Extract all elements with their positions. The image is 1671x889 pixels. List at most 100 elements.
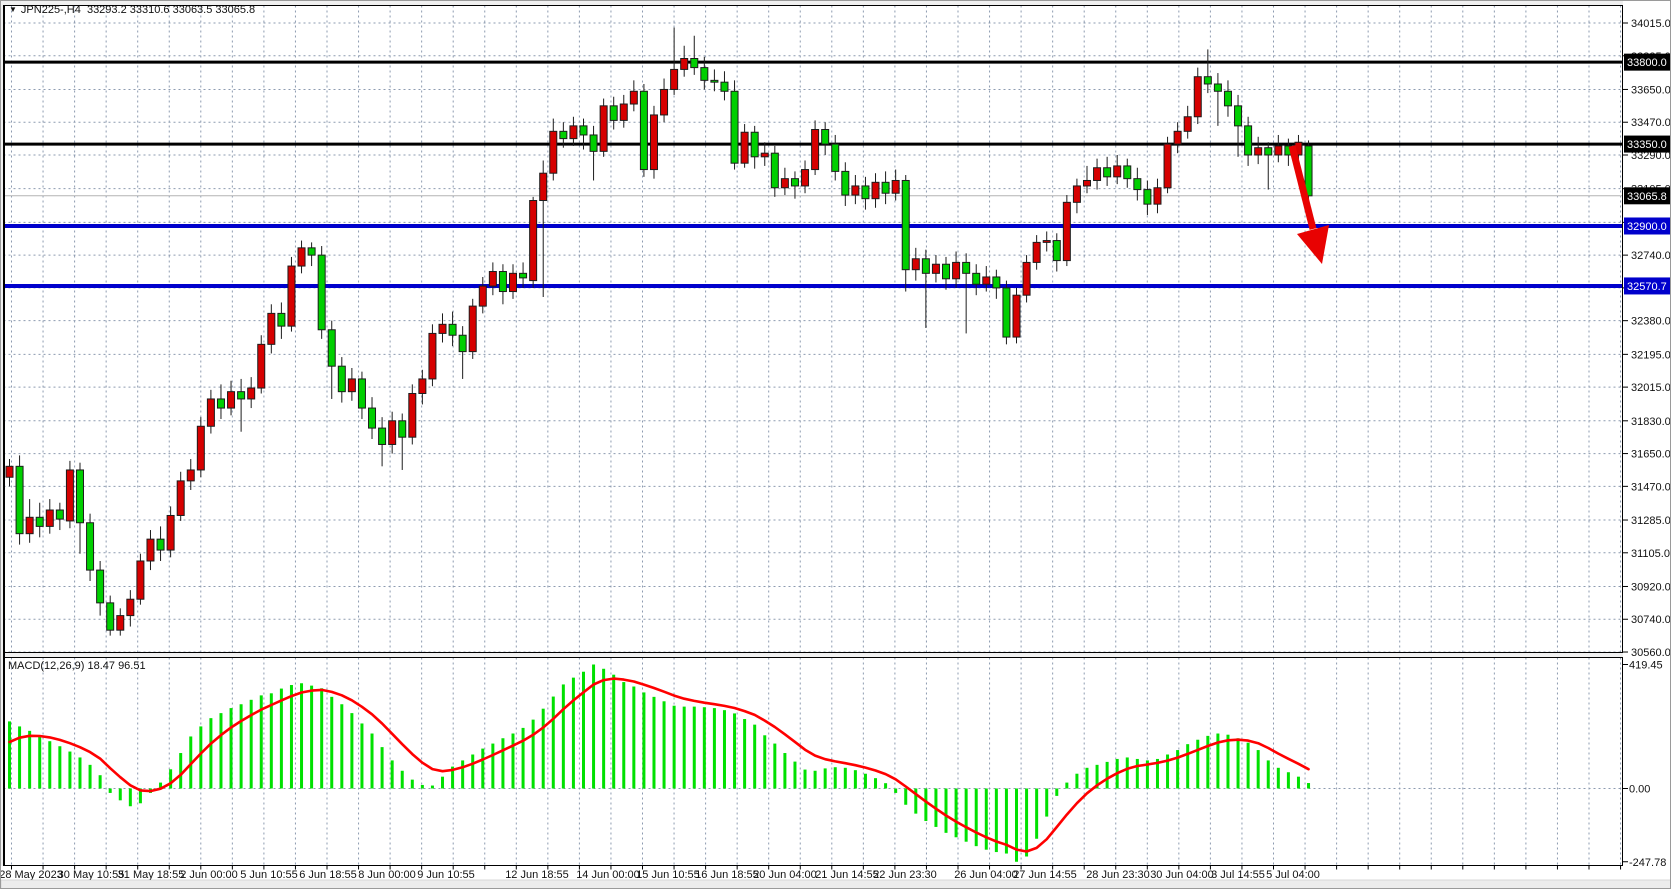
macd-bar <box>561 684 565 789</box>
bear-candle <box>690 58 699 69</box>
macd-bar <box>169 769 173 789</box>
bear-candle <box>216 398 225 409</box>
bull-candle <box>1032 241 1041 263</box>
bull-candle <box>1193 76 1202 118</box>
bear-candle <box>1002 287 1011 338</box>
bear-candle <box>1223 90 1232 107</box>
macd-axis[interactable]: 419.45 0.00 -247.78 <box>1623 659 1666 869</box>
macd-bar <box>964 788 968 842</box>
macd-bar <box>763 735 767 789</box>
bear-candle <box>1304 145 1313 197</box>
macd-bar <box>904 788 908 805</box>
macd-bar <box>310 685 314 789</box>
bull-candle <box>247 387 256 400</box>
candlestick-series <box>5 27 1313 636</box>
bull-candle <box>811 129 820 171</box>
bull-candle <box>780 178 789 189</box>
macd-bar <box>1075 773 1079 789</box>
macd-bar <box>1025 788 1029 857</box>
macd-bar <box>823 768 827 789</box>
bear-candle <box>327 329 336 367</box>
bull-candle <box>186 469 195 482</box>
bull-candle <box>297 247 306 267</box>
bull-candle <box>801 169 810 187</box>
macd-bar <box>18 726 22 789</box>
macd-bar <box>128 788 132 807</box>
macd-bar <box>863 773 867 789</box>
macd-bar <box>249 699 253 789</box>
bull-candle <box>1082 179 1091 187</box>
macd-bar <box>239 704 243 789</box>
macd-bar <box>702 707 706 789</box>
bull-candle <box>1012 294 1021 338</box>
macd-bar <box>1145 760 1149 789</box>
macd-bar <box>1095 764 1099 789</box>
time-axis-label: 15 Jun 10:55 <box>636 869 700 881</box>
indicator-values: 18.47 96.51 <box>87 660 146 672</box>
macd-bar <box>289 685 293 789</box>
bear-candle <box>831 143 840 172</box>
macd-bar <box>853 770 857 789</box>
macd-bar <box>944 788 948 833</box>
bull-candle <box>418 378 427 394</box>
bull-candle <box>891 179 900 194</box>
time-axis-background[interactable] <box>1 866 1671 880</box>
bear-candle <box>841 170 850 196</box>
bull-candle <box>25 516 34 535</box>
bear-candle <box>1123 165 1132 180</box>
bull-candle <box>1153 187 1162 205</box>
macd-bar <box>833 767 837 789</box>
bear-candle <box>730 90 739 164</box>
macd-bar <box>390 760 394 789</box>
bear-candle <box>1203 76 1212 85</box>
bull-candle <box>257 343 266 389</box>
symbol-title: ▼ JPN225-,H4 33293.2 33310.6 33063.5 3306… <box>9 4 255 16</box>
macd-bar <box>662 701 666 789</box>
bear-candle <box>1143 189 1152 205</box>
time-axis-label: 3 Jul 14:55 <box>1211 869 1265 881</box>
macd-bar <box>441 776 445 789</box>
price-axis-label: 30740.0 <box>1631 614 1671 626</box>
down-arrow-annotation[interactable] <box>1288 145 1329 264</box>
macd-bar <box>461 760 465 789</box>
bear-candle <box>86 522 95 571</box>
bull-candle <box>196 425 205 471</box>
price-axis[interactable]: 34015.033835.033650.033470.033290.033105… <box>1623 18 1671 659</box>
macd-bar <box>118 788 122 801</box>
time-axis-label: 6 Jun 18:55 <box>299 869 357 881</box>
macd-bar <box>8 721 11 789</box>
macd-axis-label: 0.00 <box>1629 784 1650 796</box>
macd-panel-background[interactable] <box>3 657 1623 866</box>
price-badge-blue <box>1624 277 1670 295</box>
bear-candle <box>1234 105 1243 127</box>
bull-candle <box>206 398 215 427</box>
bear-candle <box>972 272 981 285</box>
bear-candle <box>15 465 24 535</box>
bear-candle <box>962 261 971 274</box>
macd-bar <box>733 713 737 789</box>
bull-candle <box>1183 116 1192 132</box>
macd-bar <box>1055 788 1059 796</box>
bear-candle <box>156 538 165 551</box>
price-badge-black <box>1624 135 1670 153</box>
symbol-dropdown-icon[interactable]: ▼ <box>9 5 17 14</box>
bull-candle <box>1163 143 1172 189</box>
macd-bar <box>682 706 686 789</box>
macd-bar <box>974 788 978 847</box>
bear-candle <box>368 407 377 429</box>
bull-candle <box>287 265 296 327</box>
bull-candle <box>871 181 880 200</box>
macd-bar <box>98 775 102 789</box>
bull-candle <box>1093 167 1102 181</box>
macd-bar <box>1307 783 1311 789</box>
main-panel-background[interactable] <box>3 5 1623 653</box>
bull-candle <box>347 378 356 393</box>
arrow-head <box>1297 225 1329 264</box>
macd-bar <box>108 788 112 793</box>
price-axis-background[interactable] <box>1623 1 1671 879</box>
macd-bar <box>471 754 475 789</box>
time-axis-label: 9 Jun 10:55 <box>417 869 475 881</box>
status-strip <box>1 879 1670 888</box>
